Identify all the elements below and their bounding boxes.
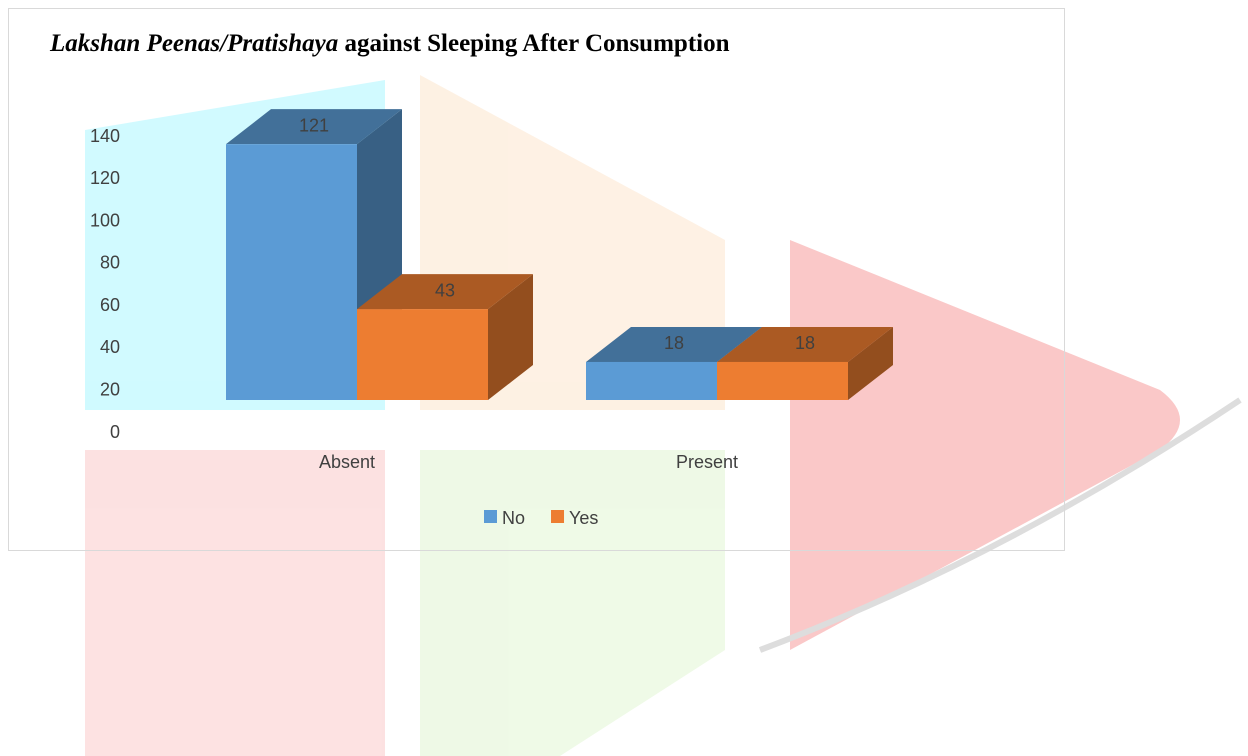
- watermark-shape: [420, 450, 725, 756]
- data-label: 43: [435, 280, 455, 300]
- legend-swatch: [484, 510, 497, 523]
- y-tick-label: 100: [90, 210, 120, 230]
- bar: [586, 361, 717, 400]
- y-tick-label: 140: [90, 126, 120, 146]
- legend-label: Yes: [569, 508, 598, 528]
- y-tick-label: 40: [100, 337, 120, 357]
- chart-border: [8, 8, 1065, 551]
- title-italic: Lakshan Peenas/Pratishaya: [49, 30, 338, 57]
- bar-top: [586, 326, 762, 362]
- y-tick-label: 80: [100, 253, 120, 273]
- y-tick-label: 60: [100, 295, 120, 315]
- bar: [226, 144, 357, 400]
- chart-title: Lakshan Peenas/Pratishaya against Sleepi…: [49, 30, 730, 57]
- title-rest: against Sleeping After Consumption: [344, 30, 729, 57]
- legend-swatch: [551, 510, 565, 523]
- watermark: [85, 75, 725, 756]
- y-tick-label: 0: [110, 422, 120, 442]
- bar: [717, 361, 848, 400]
- bar-top: [357, 274, 533, 310]
- watermark-shape: [85, 450, 385, 756]
- x-tick-label: Absent: [319, 452, 375, 472]
- bar-side: [488, 274, 533, 400]
- bar-top: [717, 326, 893, 362]
- x-tick-label: Present: [676, 452, 738, 472]
- watermark-shape: [790, 240, 1180, 650]
- watermark-arc: [758, 397, 1242, 653]
- bar-top: [226, 109, 402, 145]
- bar-side: [848, 326, 893, 400]
- data-label: 18: [795, 333, 815, 353]
- legend-label: No: [502, 508, 525, 528]
- y-tick-label: 20: [100, 379, 120, 399]
- y-tick-label: 120: [90, 168, 120, 188]
- data-label: 121: [299, 115, 329, 135]
- data-label: 18: [664, 333, 684, 353]
- bar: [357, 309, 488, 400]
